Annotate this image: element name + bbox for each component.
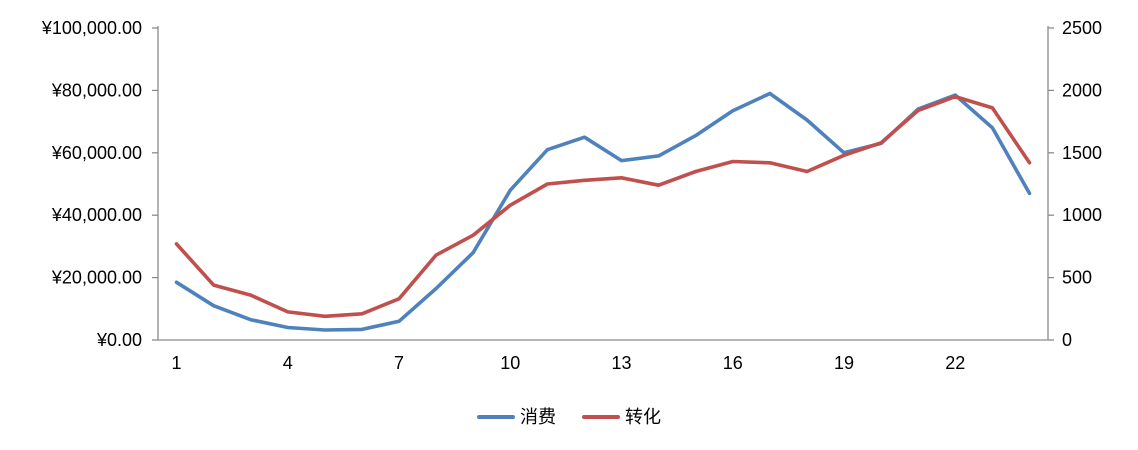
right-axis-label: 2000 xyxy=(1062,80,1102,100)
x-axis-label: 13 xyxy=(612,353,632,373)
x-axis-label: 22 xyxy=(945,353,965,373)
left-axis-label: ¥80,000.00 xyxy=(51,80,142,100)
left-axis-label: ¥100,000.00 xyxy=(41,18,142,38)
left-axis-label: ¥60,000.00 xyxy=(51,143,142,163)
chart-legend: 消费 转化 xyxy=(0,408,1138,426)
legend-line-sample-consumption xyxy=(477,415,515,419)
right-axis-label: 0 xyxy=(1062,330,1072,350)
right-axis-label: 1000 xyxy=(1062,205,1102,225)
series-line-1-转化 xyxy=(174,94,1032,319)
right-axis-label: 500 xyxy=(1062,268,1092,288)
left-axis-label: ¥20,000.00 xyxy=(51,268,142,288)
left-axis-label: ¥0.00 xyxy=(96,330,142,350)
series-line-0-消费 xyxy=(174,91,1032,332)
x-axis-label: 7 xyxy=(394,353,404,373)
x-axis-label: 4 xyxy=(283,353,293,373)
legend-line-sample-conversion xyxy=(582,415,620,419)
legend-label-conversion: 转化 xyxy=(625,407,661,427)
legend-label-consumption: 消费 xyxy=(520,407,556,427)
left-axis-label: ¥40,000.00 xyxy=(51,205,142,225)
right-axis-label: 1500 xyxy=(1062,143,1102,163)
right-axis-label: 2500 xyxy=(1062,18,1102,38)
legend-item-conversion: 转化 xyxy=(582,408,661,426)
legend-item-consumption: 消费 xyxy=(477,408,556,426)
x-axis-label: 19 xyxy=(834,353,854,373)
x-axis-label: 10 xyxy=(500,353,520,373)
x-axis-label: 1 xyxy=(172,353,182,373)
x-axis-label: 16 xyxy=(723,353,743,373)
